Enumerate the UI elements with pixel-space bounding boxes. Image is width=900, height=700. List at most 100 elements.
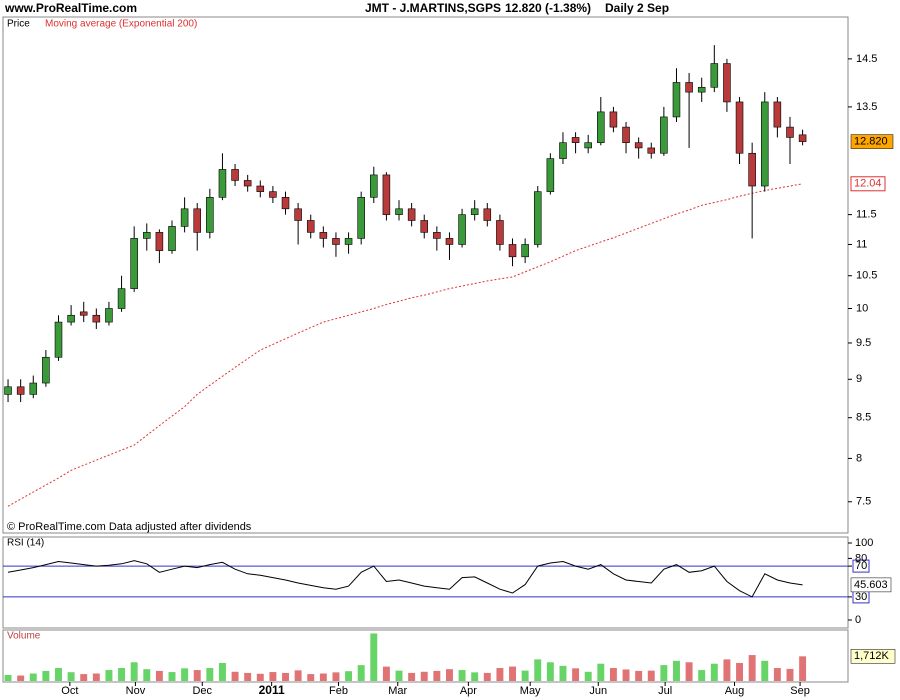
volume-bar [168,672,176,681]
candle-body [281,197,290,210]
x-tick-label: Jun [589,685,607,697]
candle-body [508,244,517,258]
y-tick-label: 30 [855,591,867,603]
price-panel [2,16,849,534]
candle-body [710,63,719,88]
x-tick-label: Nov [126,685,146,697]
candle-body [496,220,504,245]
instrument: JMT - J.MARTINS,SGPS [365,1,501,15]
volume-bar [685,662,693,681]
y-tick-label: 8 [856,452,862,464]
candle-body [218,169,227,198]
volume-bar [382,666,390,681]
candle-body [243,180,252,187]
x-tick-label: Mar [388,685,407,697]
candle-body [773,101,782,128]
candle-body [521,244,529,258]
candle-body [54,321,63,358]
volume-bar [92,673,100,681]
legend-title: Price [7,19,30,30]
volume-bar [584,671,592,681]
y-tick-label: 100 [855,537,873,549]
volume-bar [622,669,630,681]
rsi-line [7,560,803,598]
candle-body [4,386,12,395]
volume-bar [218,662,226,681]
volume-bar [496,668,504,681]
candle-body [105,308,113,323]
candle-body [231,169,239,181]
legend-ma: Moving average (Exponential 200) [45,19,197,30]
candle-body [92,314,101,323]
volume-bar [509,666,516,681]
volume-bar [786,668,794,681]
candle-body [79,311,88,316]
volume-bar [458,670,466,681]
candle-body [332,238,340,245]
volume-bar [597,663,605,681]
volume-bar [307,674,315,681]
candle-body [29,382,38,395]
candle-body [269,191,277,198]
candle-body [168,226,176,251]
candle-body [143,232,151,239]
candle-body [660,116,668,154]
volume-bar [143,669,151,681]
candle-body [130,238,138,289]
volume-bar [521,670,529,681]
volume-bar [559,665,567,681]
volume-bar [673,660,680,681]
candle-body [407,208,416,221]
candle-body [357,197,365,239]
volume-bar [471,672,479,681]
site-name: www.ProRealTime.com [4,1,137,15]
level-box [852,559,870,573]
candle-body [458,214,466,245]
candle-body [597,111,605,143]
candle-body [433,232,441,239]
candle-body [760,101,769,187]
y-tick-label: 9 [856,373,862,385]
y-tick-label: 14.5 [856,53,877,65]
volume-bar [244,672,252,681]
candle-body [319,232,328,239]
x-tick-label: Oct [61,685,78,697]
volume-bar [698,670,706,681]
volume-bar [269,672,277,681]
x-tick-label: 2011 [259,683,285,697]
candle-body [533,191,542,245]
y-tick-label: 10.5 [856,270,877,282]
y-tick-label: 10 [856,302,868,314]
candle-body [748,152,756,187]
candle-body [723,63,731,103]
x-tick-label: Feb [329,685,348,697]
candle-body [609,111,618,128]
volume-bar [370,633,378,681]
volume-bar [761,660,769,681]
volume-bar [319,673,327,681]
volume-badge [850,649,896,664]
candle-body [685,82,693,93]
price-badge [850,134,894,149]
candle-body [584,142,592,149]
volume-bar [395,670,403,681]
price-badge-label: 12.820 [854,136,888,148]
candle-body [697,86,706,93]
volume-bar [55,668,62,681]
candle-body [16,386,25,395]
candle-body [67,314,75,323]
candle-body [206,197,214,233]
candle-body [370,174,378,198]
y-tick-label: 11 [856,238,867,250]
candle-body [571,137,580,143]
volume-panel [2,629,849,683]
volume-bar [4,674,12,681]
x-tick-label: Aug [725,685,745,697]
volume-bar [483,672,491,681]
volume-bar [181,668,189,681]
volume-bar [408,672,416,681]
x-tick-label: May [520,685,541,697]
candle-body [672,82,681,118]
volume-bar [17,675,25,681]
